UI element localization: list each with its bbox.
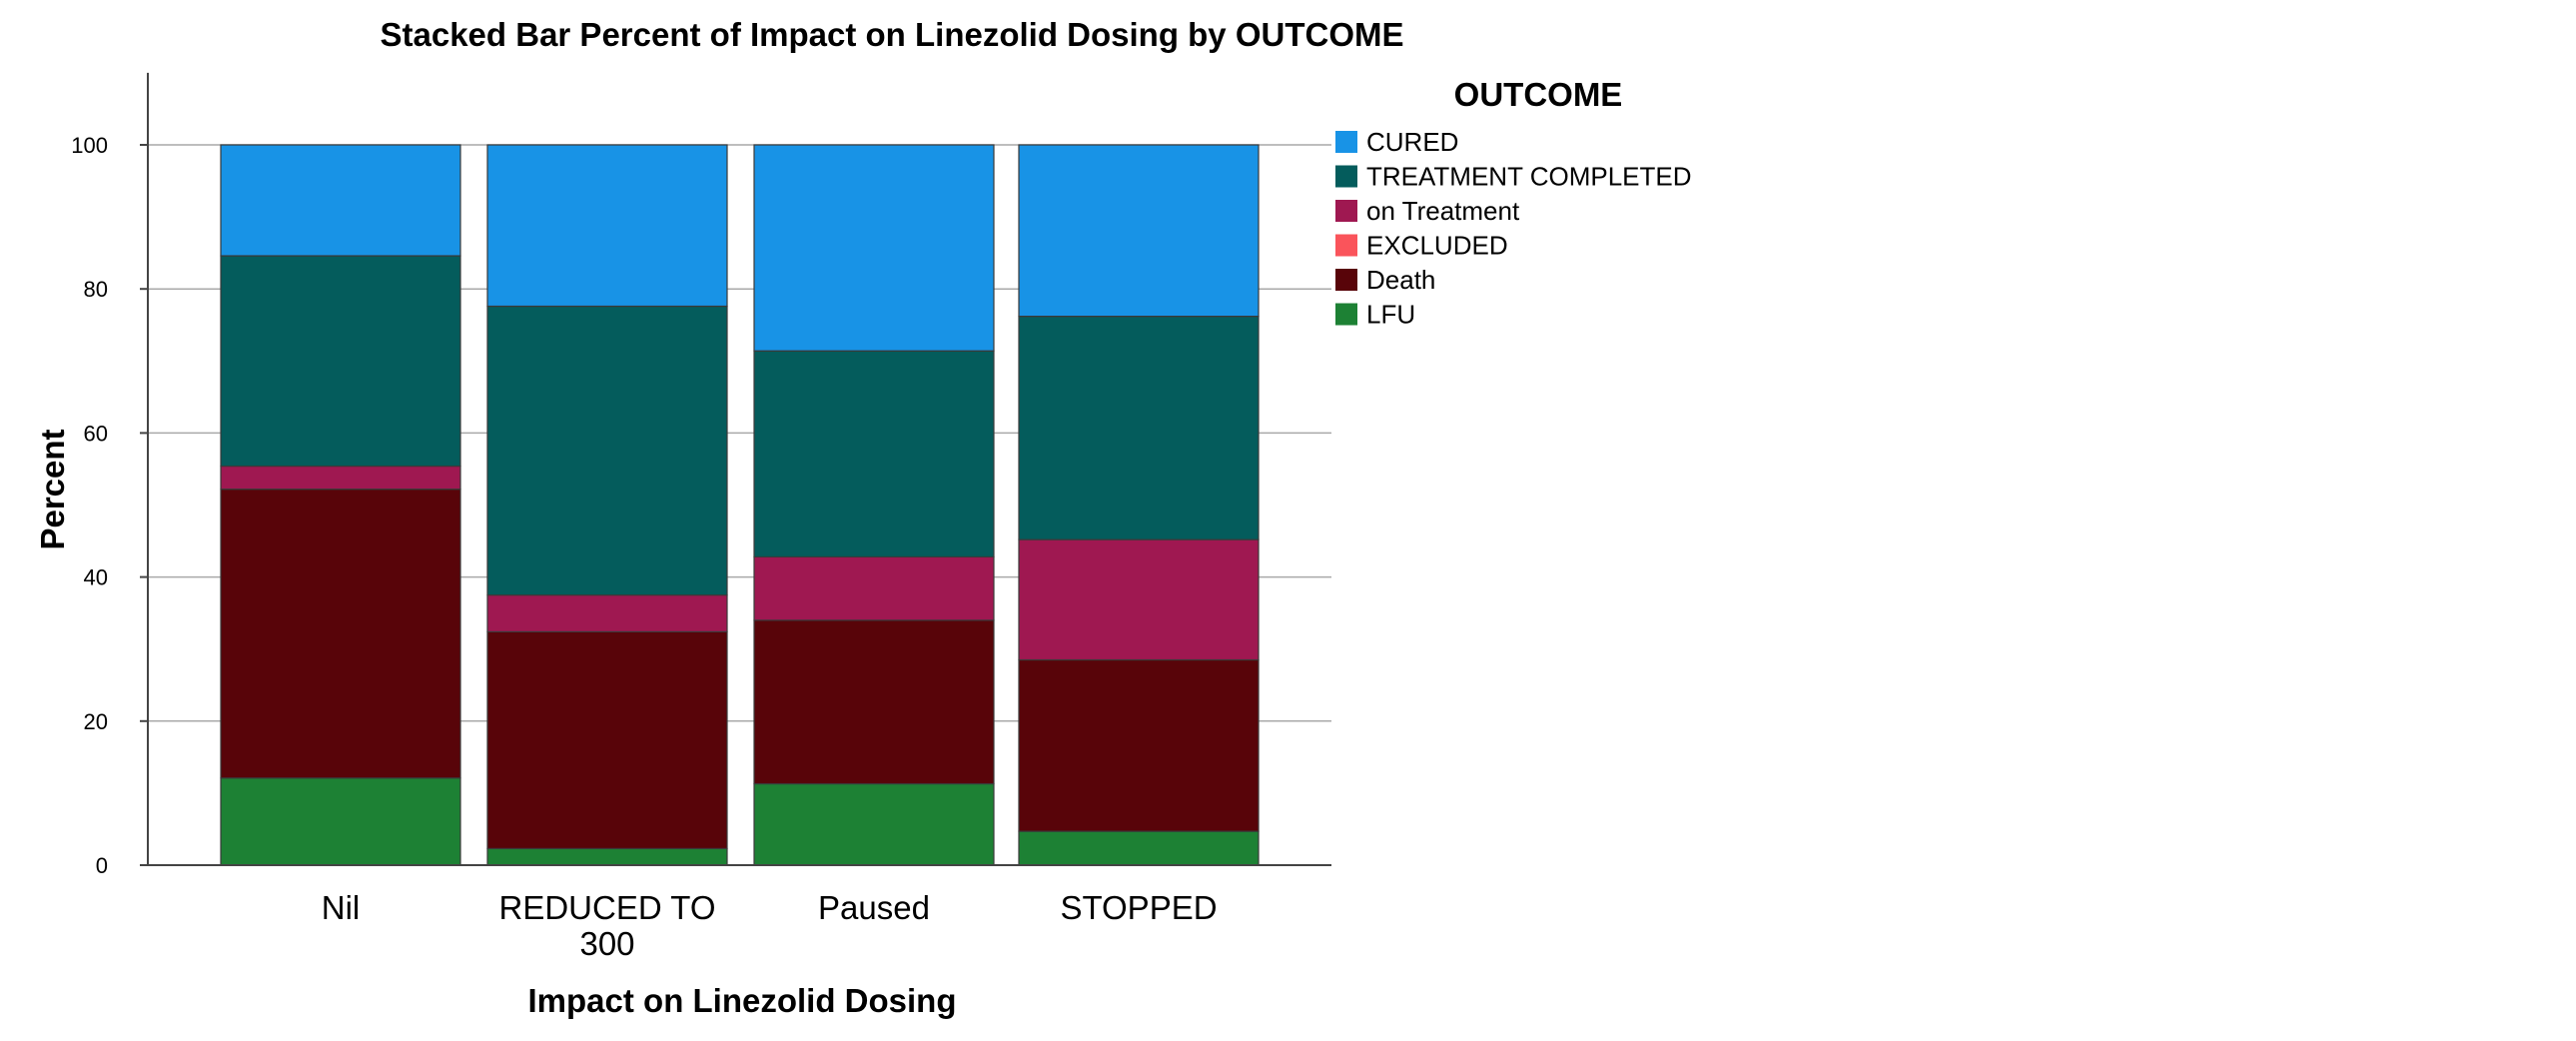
bar-segment-lfu-1	[486, 847, 728, 866]
legend: OUTCOME CURED TREATMENT COMPLETED on Treat…	[1335, 76, 1692, 330]
bar-segment-cured-1	[486, 144, 728, 308]
bar-segment-on-treatment-2	[753, 555, 995, 621]
y-tick-label-20: 20	[84, 709, 108, 734]
y-tick-label-80: 80	[84, 277, 108, 302]
bar-segment-cured-2	[753, 144, 995, 352]
bar-segment-treatment-completed-3	[1018, 315, 1260, 540]
bar-segment-death-1	[486, 630, 728, 850]
bar-segment-death-2	[753, 619, 995, 785]
bar-segment-treatment-completed-2	[753, 350, 995, 558]
bar-segment-death-0	[220, 489, 461, 779]
legend-swatch-treatment-completed	[1335, 165, 1357, 188]
bar-segment-lfu-0	[220, 777, 461, 866]
x-category-label-2: Paused	[818, 889, 930, 926]
y-tick-label-100: 100	[71, 133, 108, 158]
legend-label-excluded: EXCLUDED	[1366, 231, 1508, 261]
legend-swatch-cured	[1335, 131, 1357, 153]
y-tick-labels: 0 20 40 60 80 100	[71, 133, 148, 878]
bar-segment-treatment-completed-1	[486, 305, 728, 596]
bar-segment-on-treatment-3	[1018, 538, 1260, 661]
legend-swatch-excluded	[1335, 234, 1357, 257]
bar-segment-cured-0	[220, 144, 461, 257]
legend-swatch-lfu	[1335, 303, 1357, 326]
bar-segment-cured-3	[1018, 144, 1260, 318]
y-tick-label-40: 40	[84, 565, 108, 590]
axes	[147, 72, 1331, 866]
legend-swatch-death	[1335, 269, 1357, 291]
chart-title: Stacked Bar Percent of Impact on Linezol…	[381, 16, 1404, 53]
bar-segment-treatment-completed-0	[220, 255, 461, 468]
legend-label-lfu: LFU	[1366, 300, 1415, 330]
legend-swatch-on-treatment	[1335, 200, 1357, 222]
bar-segment-lfu-2	[753, 782, 995, 866]
x-category-label-0: Nil	[322, 889, 361, 926]
legend-label-death: Death	[1366, 265, 1435, 295]
bar-segment-lfu-3	[1018, 830, 1260, 866]
x-axis-title: Impact on Linezolid Dosing	[528, 982, 957, 1019]
bar-segment-on-treatment-1	[486, 594, 728, 632]
x-category-label-3: STOPPED	[1060, 889, 1217, 926]
legend-label-treatment-completed: TREATMENT COMPLETED	[1366, 162, 1692, 192]
legend-label-cured: CURED	[1366, 127, 1458, 157]
bars	[220, 144, 1260, 866]
legend-title: OUTCOME	[1454, 76, 1623, 113]
x-category-label-1: 300	[579, 925, 634, 962]
y-tick-label-0: 0	[96, 853, 108, 878]
bar-segment-death-3	[1018, 658, 1260, 832]
x-category-label-1: REDUCED TO	[499, 889, 716, 926]
y-axis-title: Percent	[34, 429, 71, 549]
y-tick-label-60: 60	[84, 421, 108, 446]
legend-label-on-treatment: on Treatment	[1366, 196, 1520, 226]
bar-segment-on-treatment-0	[220, 465, 461, 491]
